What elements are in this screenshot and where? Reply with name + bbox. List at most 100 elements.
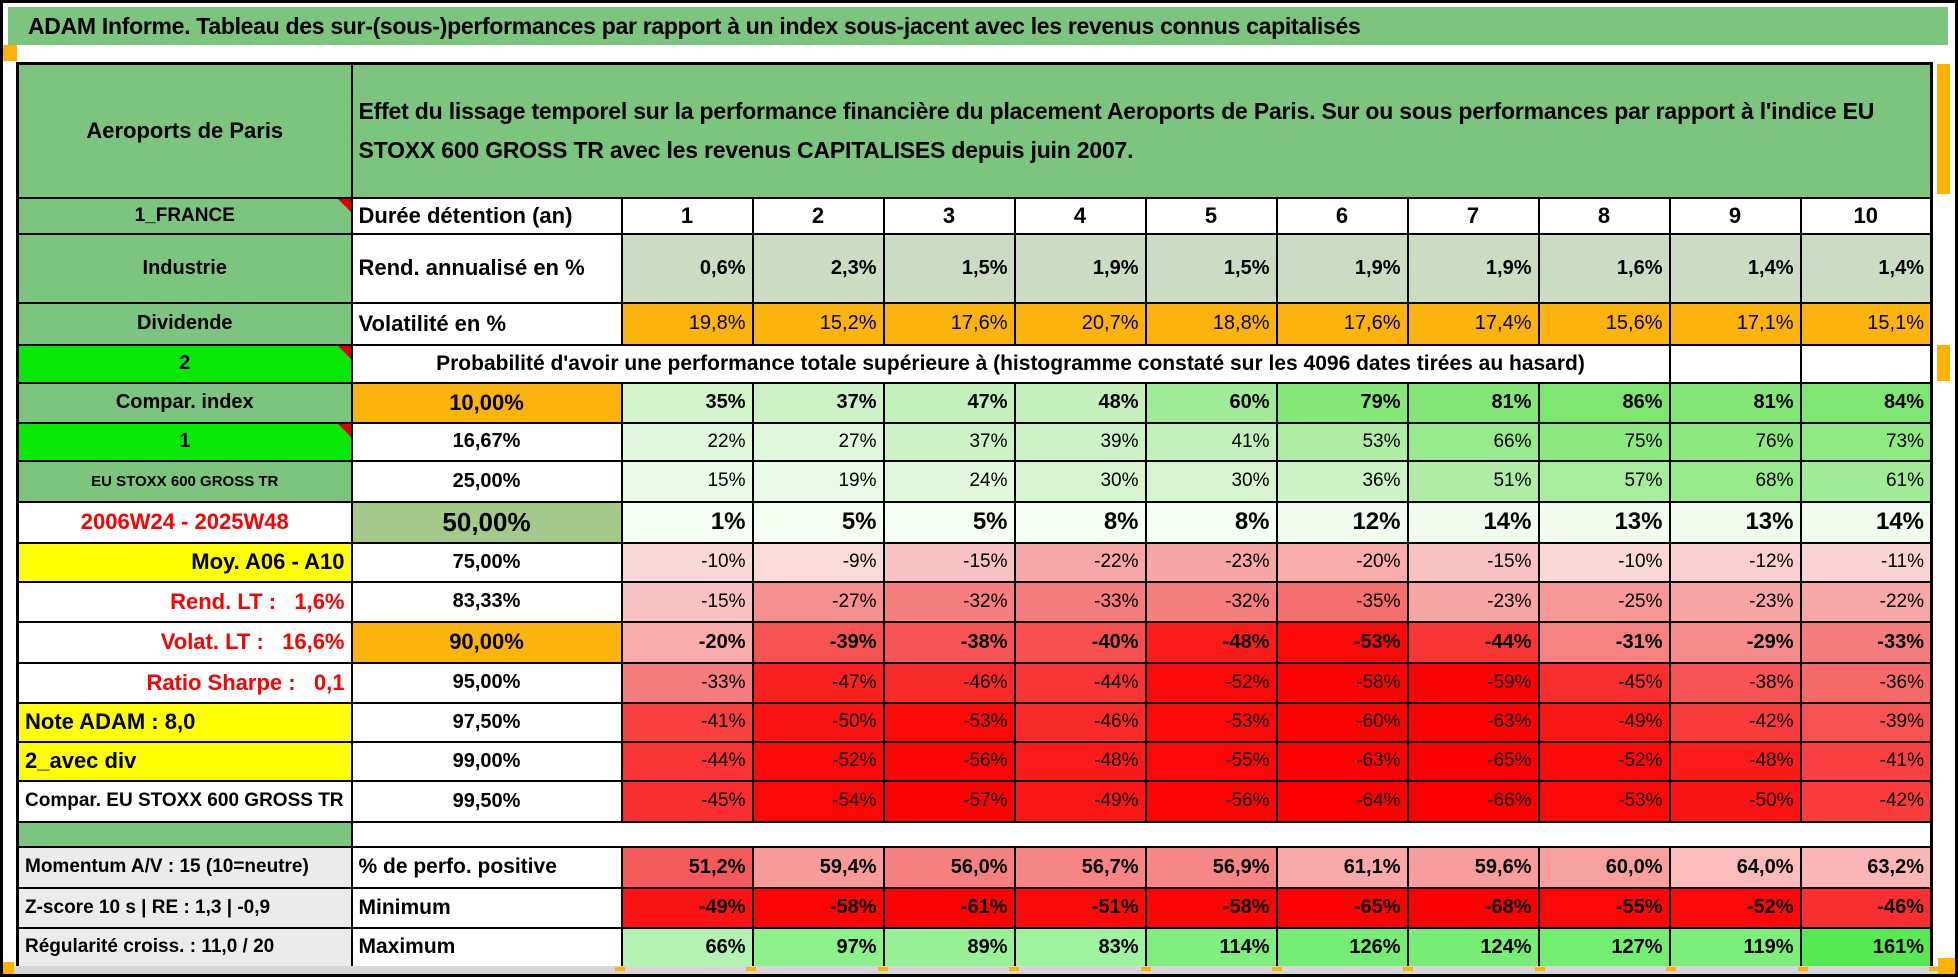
cell-p995-col5[interactable]: -56% xyxy=(1144,779,1278,823)
cell-p90-col1[interactable]: -20% xyxy=(620,620,754,664)
cell-p75-col2[interactable]: -9% xyxy=(751,541,885,583)
cell-volat-col1[interactable]: 19,8% xyxy=(620,301,754,346)
cell-volat-label[interactable]: Dividende xyxy=(16,301,353,346)
cell-perfo-col9[interactable]: 64,0% xyxy=(1668,845,1802,889)
cell-rend-col2[interactable]: 2,3% xyxy=(751,232,885,304)
cell-p1667-label[interactable]: 1 xyxy=(16,421,353,462)
cell-min-col2[interactable]: -58% xyxy=(751,886,885,929)
cell-min-col6[interactable]: -65% xyxy=(1275,886,1409,929)
cell-p95-col5[interactable]: -52% xyxy=(1144,661,1278,704)
cell-p75-col9[interactable]: -12% xyxy=(1668,541,1802,583)
cell-duree-col5[interactable]: 5 xyxy=(1144,196,1278,235)
cell-p25-col10[interactable]: 61% xyxy=(1799,459,1933,503)
cell-p95-col8[interactable]: -45% xyxy=(1537,661,1671,704)
cell-rend-col9[interactable]: 1,4% xyxy=(1668,232,1802,304)
cell-p99-col8[interactable]: -52% xyxy=(1537,740,1671,782)
cell-min-col4[interactable]: -51% xyxy=(1013,886,1147,929)
cell-p99-col3[interactable]: -56% xyxy=(882,740,1016,782)
cell-p95-col4[interactable]: -44% xyxy=(1013,661,1147,704)
cell-p25-col9[interactable]: 68% xyxy=(1668,459,1802,503)
cell-perfo-col5[interactable]: 56,9% xyxy=(1144,845,1278,889)
cell-p8333-col1[interactable]: -15% xyxy=(620,580,754,623)
cell-p50-col5[interactable]: 8% xyxy=(1144,500,1278,544)
cell-p1667-col6[interactable]: 53% xyxy=(1275,421,1409,462)
cell-max-col2[interactable]: 97% xyxy=(751,926,885,969)
cell-p50-col9[interactable]: 13% xyxy=(1668,500,1802,544)
cell-p975-col2[interactable]: -50% xyxy=(751,701,885,743)
cell-proba-label[interactable]: 2 xyxy=(16,343,353,384)
cell-p75-col5[interactable]: -23% xyxy=(1144,541,1278,583)
cell-p90-col3[interactable]: -38% xyxy=(882,620,1016,664)
cell-min-col1[interactable]: -49% xyxy=(620,886,754,929)
cell-p1667-col10[interactable]: 73% xyxy=(1799,421,1933,462)
cell-max-col5[interactable]: 114% xyxy=(1144,926,1278,969)
cell-p995-col3[interactable]: -57% xyxy=(882,779,1016,823)
cell-p1667-col8[interactable]: 75% xyxy=(1537,421,1671,462)
cell-p50-col8[interactable]: 13% xyxy=(1537,500,1671,544)
cell-min-col7[interactable]: -68% xyxy=(1406,886,1540,929)
cell-p95-col10[interactable]: -36% xyxy=(1799,661,1933,704)
cell-perfo-col8[interactable]: 60,0% xyxy=(1537,845,1671,889)
cell-p50-label[interactable]: 2006W24 - 2025W48 xyxy=(16,500,353,544)
cell-p1667-col1[interactable]: 22% xyxy=(620,421,754,462)
cell-p975-col3[interactable]: -53% xyxy=(882,701,1016,743)
cell-p10-col9[interactable]: 81% xyxy=(1668,381,1802,424)
cell-volat-col3[interactable]: 17,6% xyxy=(882,301,1016,346)
cell-min-col10[interactable]: -46% xyxy=(1799,886,1933,929)
cell-volat-header[interactable]: Volatilité en % xyxy=(350,301,623,346)
cell-p25-label[interactable]: EU STOXX 600 GROSS TR xyxy=(16,459,353,503)
cell-p50-col6[interactable]: 12% xyxy=(1275,500,1409,544)
cell-p995-col2[interactable]: -54% xyxy=(751,779,885,823)
cell-p8333-header[interactable]: 83,33% xyxy=(350,580,623,623)
cell-proba-title[interactable]: Probabilité d'avoir une performance tota… xyxy=(350,343,1671,384)
cell-rend-label[interactable]: Industrie xyxy=(16,232,353,304)
cell-p99-col9[interactable]: -48% xyxy=(1668,740,1802,782)
cell-p995-col10[interactable]: -42% xyxy=(1799,779,1933,823)
cell-p995-col8[interactable]: -53% xyxy=(1537,779,1671,823)
cell-volat-col8[interactable]: 15,6% xyxy=(1537,301,1671,346)
cell-min-label[interactable]: Z-score 10 s | RE : 1,3 | -0,9 xyxy=(16,886,353,929)
cell-p25-col3[interactable]: 24% xyxy=(882,459,1016,503)
cell-p25-col2[interactable]: 19% xyxy=(751,459,885,503)
cell-p90-col9[interactable]: -29% xyxy=(1668,620,1802,664)
cell-perfo-col2[interactable]: 59,4% xyxy=(751,845,885,889)
cell-p995-col9[interactable]: -50% xyxy=(1668,779,1802,823)
cell-volat-col6[interactable]: 17,6% xyxy=(1275,301,1409,346)
cell-p1667-col5[interactable]: 41% xyxy=(1144,421,1278,462)
cell-perfo-label[interactable]: Momentum A/V : 15 (10=neutre) xyxy=(16,845,353,889)
cell-perfo-col3[interactable]: 56,0% xyxy=(882,845,1016,889)
cell-p8333-col3[interactable]: -32% xyxy=(882,580,1016,623)
cell-min-header[interactable]: Minimum xyxy=(350,886,623,929)
cell-duree-col8[interactable]: 8 xyxy=(1537,196,1671,235)
cell-p10-col5[interactable]: 60% xyxy=(1144,381,1278,424)
cell-duree-header[interactable]: Durée détention (an) xyxy=(350,196,623,235)
cell-p10-label[interactable]: Compar. index xyxy=(16,381,353,424)
cell-p75-col6[interactable]: -20% xyxy=(1275,541,1409,583)
cell-duree-col3[interactable]: 3 xyxy=(882,196,1016,235)
cell-p50-col4[interactable]: 8% xyxy=(1013,500,1147,544)
cell-p10-col2[interactable]: 37% xyxy=(751,381,885,424)
cell-p8333-col5[interactable]: -32% xyxy=(1144,580,1278,623)
cell-min-col8[interactable]: -55% xyxy=(1537,886,1671,929)
cell-p1667-col3[interactable]: 37% xyxy=(882,421,1016,462)
cell-duree-label[interactable]: 1_FRANCE xyxy=(16,196,353,235)
cell-p75-col10[interactable]: -11% xyxy=(1799,541,1933,583)
cell-p75-col4[interactable]: -22% xyxy=(1013,541,1147,583)
cell-p1667-col4[interactable]: 39% xyxy=(1013,421,1147,462)
cell-volat-col7[interactable]: 17,4% xyxy=(1406,301,1540,346)
cell-duree-col7[interactable]: 7 xyxy=(1406,196,1540,235)
cell-rend-col4[interactable]: 1,9% xyxy=(1013,232,1147,304)
cell-rend-col8[interactable]: 1,6% xyxy=(1537,232,1671,304)
cell-p975-header[interactable]: 97,50% xyxy=(350,701,623,743)
cell-p975-label[interactable]: Note ADAM : 8,0 xyxy=(16,701,353,743)
cell-p99-col5[interactable]: -55% xyxy=(1144,740,1278,782)
cell-p995-col7[interactable]: -66% xyxy=(1406,779,1540,823)
cell-volat-col9[interactable]: 17,1% xyxy=(1668,301,1802,346)
cell-p50-col1[interactable]: 1% xyxy=(620,500,754,544)
cell-volat-col5[interactable]: 18,8% xyxy=(1144,301,1278,346)
cell-max-col6[interactable]: 126% xyxy=(1275,926,1409,969)
cell-p8333-col4[interactable]: -33% xyxy=(1013,580,1147,623)
cell-perfo-col1[interactable]: 51,2% xyxy=(620,845,754,889)
cell-p1667-col9[interactable]: 76% xyxy=(1668,421,1802,462)
cell-p99-header[interactable]: 99,00% xyxy=(350,740,623,782)
